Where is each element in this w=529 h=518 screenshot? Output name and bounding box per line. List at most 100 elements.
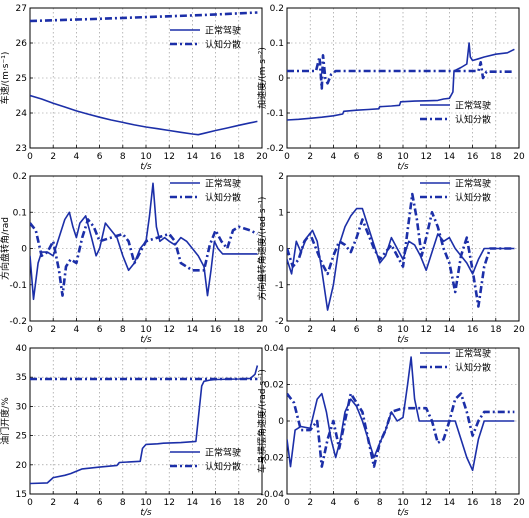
x-tick-label: 14: [187, 152, 199, 162]
x-tick-label: 14: [444, 152, 456, 162]
x-tick-label: 20: [513, 498, 525, 508]
x-tick-label: 20: [256, 152, 268, 162]
x-tick-label: 18: [233, 325, 245, 335]
y-axis-label: 方向盘转角/rad: [0, 217, 11, 280]
x-axis-label: t/s: [140, 335, 152, 345]
x-tick-label: 18: [233, 152, 245, 162]
x-tick-label: 0: [27, 325, 33, 335]
legend-label: 认知分散: [455, 192, 491, 204]
x-tick-label: 10: [140, 498, 152, 508]
y-tick-label: 30: [16, 402, 28, 412]
y-tick-label: 0.2: [13, 172, 27, 182]
series-line-distracted: [287, 192, 515, 308]
x-tick-label: 0: [284, 152, 290, 162]
legend-label: 认知分散: [205, 461, 241, 473]
x-tick-label: 12: [420, 152, 431, 162]
y-tick-label: 24: [16, 109, 28, 119]
y-tick-label: 0: [278, 74, 284, 84]
x-tick-label: 14: [444, 325, 456, 335]
x-tick-label: 16: [467, 325, 479, 335]
x-tick-label: 4: [331, 325, 337, 335]
x-tick-label: 0: [27, 152, 33, 162]
x-tick-label: 6: [97, 325, 103, 335]
y-tick-label: 25: [16, 432, 27, 442]
panel-yaw_rate: 0 2 4 6 8 10 12 14 16 18 20-0.04-0.0200.020.04t/s车…: [256, 344, 525, 518]
series-line-distracted: [30, 218, 258, 297]
x-tick-label: 18: [490, 325, 502, 335]
x-tick-label: 2: [50, 325, 56, 335]
x-tick-label: 4: [74, 498, 80, 508]
y-tick-label: 0: [278, 245, 284, 255]
panel-steer_angle: 0 2 4 6 8 10 12 14 16 18 20 -0.2 -0.1 0 0.1 0.2 t/s 方向盘转角…: [0, 172, 268, 345]
x-tick-label: 0: [27, 498, 33, 508]
x-tick-label: 10: [397, 325, 409, 335]
panel-throttle: 0 2 4 6 8 10 12 14 16 18 20 15 20 25 30 35 40 t/s 油门开度/% 正常…: [0, 344, 268, 518]
x-tick-label: 20: [256, 325, 268, 335]
x-tick-label: 12: [163, 498, 174, 508]
y-tick-label: 0.1: [13, 208, 27, 218]
panel-speed: 0 2 4 6 8 10 12 14 16 18 202324252627t/s车速/(m·s⁻¹)…: [0, 4, 268, 172]
x-tick-label: 6: [354, 152, 360, 162]
x-tick-label: 16: [467, 152, 479, 162]
x-tick-label: 8: [377, 152, 383, 162]
y-tick-label: 0: [21, 245, 27, 255]
y-tick-label: 27: [16, 4, 27, 14]
y-tick-label: 1: [278, 208, 284, 218]
y-axis-label: 加速度/(m·s⁻²): [256, 47, 268, 109]
x-tick-label: 2: [50, 498, 56, 508]
x-tick-label: 2: [307, 152, 313, 162]
x-tick-label: 2: [50, 152, 56, 162]
x-tick-label: 14: [187, 498, 199, 508]
x-tick-label: 20: [513, 152, 525, 162]
x-tick-label: 4: [74, 152, 80, 162]
legend-label: 认知分散: [455, 114, 491, 126]
y-tick-label: -2: [275, 317, 284, 327]
y-tick-label: 0.2: [270, 4, 284, 14]
legend-label: 正常驾驶: [205, 447, 241, 459]
x-axis-label: t/s: [140, 508, 152, 518]
x-tick-label: 0: [284, 498, 290, 508]
y-tick-label: 23: [16, 144, 27, 154]
x-tick-label: 4: [331, 498, 337, 508]
legend-label: 认知分散: [205, 192, 241, 204]
legend-label: 正常驾驶: [205, 178, 241, 190]
panel-accel: 0 2 4 6 8 10 12 14 16 18 20-0.2-0.100.10.2t/s加速度/(…: [256, 4, 525, 172]
y-tick-label: -0.02: [261, 454, 284, 464]
legend-label: 认知分散: [205, 39, 241, 51]
y-tick-label: -0.1: [266, 109, 284, 119]
x-tick-label: 16: [210, 498, 222, 508]
y-tick-label: 35: [16, 373, 27, 383]
legend-label: 认知分散: [455, 362, 491, 374]
y-tick-label: -1: [275, 281, 284, 291]
x-tick-label: 4: [331, 152, 337, 162]
y-axis-label: 油门开度/%: [0, 397, 11, 445]
y-tick-label: 15: [16, 490, 27, 500]
x-tick-label: 4: [74, 325, 80, 335]
x-tick-label: 12: [163, 325, 174, 335]
x-tick-label: 8: [120, 498, 126, 508]
x-tick-label: 18: [490, 498, 502, 508]
series-line-normal: [287, 42, 515, 121]
x-tick-label: 10: [397, 152, 409, 162]
legend-label: 正常驾驶: [205, 25, 241, 37]
series-line-distracted: [30, 11, 258, 23]
y-tick-label: 20: [16, 461, 28, 471]
x-tick-label: 16: [210, 152, 222, 162]
x-tick-label: 14: [187, 325, 199, 335]
panel-steer_rate: 0 2 4 6 8 10 12 14 16 18 20-2-1012t/s方向盘转角速度/(rad·…: [256, 172, 525, 345]
x-tick-label: 8: [377, 498, 383, 508]
x-tick-label: 12: [420, 498, 431, 508]
x-tick-label: 8: [377, 325, 383, 335]
y-tick-label: -0.2: [266, 144, 284, 154]
x-tick-label: 20: [256, 498, 268, 508]
x-tick-label: 6: [354, 325, 360, 335]
legend-label: 正常驾驶: [455, 348, 491, 360]
series-line-normal: [30, 94, 258, 136]
x-tick-label: 2: [307, 498, 313, 508]
x-tick-label: 8: [120, 152, 126, 162]
x-tick-label: 12: [163, 152, 174, 162]
y-tick-label: 2: [278, 172, 284, 182]
